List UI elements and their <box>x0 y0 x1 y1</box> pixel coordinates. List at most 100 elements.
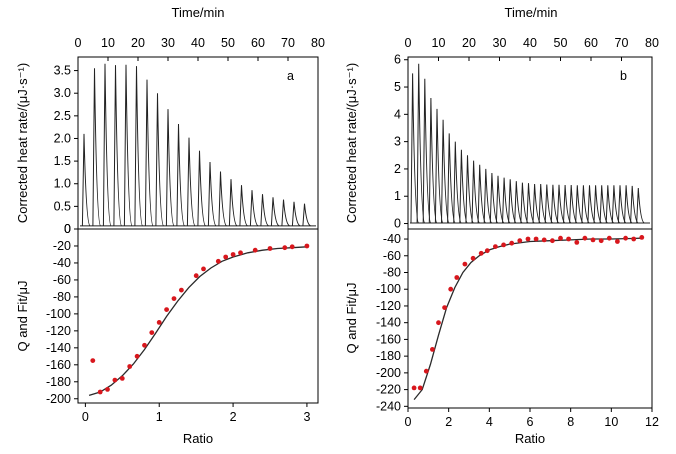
data-point <box>590 237 596 243</box>
time-tick-label: 80 <box>645 36 659 50</box>
thermogram-peak <box>123 64 133 227</box>
thermogram-peak <box>281 199 290 227</box>
binding-isotherm-chart: 0 -20 -40 -60 -80 -100 -120 -140 -160 -180 -200 0 1 2… <box>46 222 310 424</box>
binding-y-tick-label: -20 <box>53 239 71 253</box>
thermogram-y-tick-label: 0.5 <box>54 199 71 213</box>
time-tick-label: 60 <box>251 36 265 50</box>
binding-y-tick-label: -120 <box>376 299 401 313</box>
data-point <box>598 238 604 244</box>
time-tick-label: 20 <box>462 36 476 50</box>
data-point <box>639 235 645 240</box>
data-point <box>215 258 221 264</box>
ratio-axis-label: Ratio <box>183 431 213 446</box>
data-point <box>550 238 555 244</box>
data-point <box>454 275 460 280</box>
data-point <box>615 239 620 244</box>
top-time-ticks: 0 10 20 30 40 50 60 70 80 <box>405 36 659 61</box>
thermogram-peak <box>617 185 627 224</box>
ratio-x-tick-label: 0 <box>82 410 89 424</box>
thermogram-peak <box>113 65 122 227</box>
data-point <box>134 353 140 359</box>
data-point <box>223 254 229 260</box>
binding-y-tick-label: -220 <box>376 383 401 397</box>
thermogram-peak <box>624 185 633 224</box>
binding-y-tick-label: -200 <box>376 366 401 380</box>
binding-y-tick-label: -60 <box>383 249 401 263</box>
thermogram-peak <box>459 149 468 224</box>
data-point <box>267 246 273 251</box>
data-point <box>501 242 506 248</box>
binding-y-tick-label: -80 <box>383 265 401 279</box>
thermogram-peak <box>239 185 248 227</box>
thermogram-y-tick-label: 1.0 <box>54 177 71 191</box>
thermogram-y-tick-label: 2 <box>394 162 401 176</box>
panel-label: a <box>287 69 294 83</box>
thermogram-peak <box>611 185 621 224</box>
binding-y-tick-label: -240 <box>376 399 401 413</box>
data-point <box>462 261 468 267</box>
binding-y-tick-label: -40 <box>383 232 401 246</box>
data-point <box>442 305 447 310</box>
binding-y-tick-label: -180 <box>46 375 71 389</box>
time-tick-label: 30 <box>493 36 507 50</box>
ratio-x-tick-label: 3 <box>303 410 310 424</box>
time-tick-label: 80 <box>311 36 325 50</box>
binding-y-axis-label: Q and Fit/μJ <box>15 280 30 351</box>
thermogram-y-tick-label: 6 <box>394 53 401 67</box>
thermogram-peak <box>471 160 480 224</box>
thermogram-y-tick-label: 4 <box>394 107 401 121</box>
thermogram-peak <box>102 63 112 227</box>
thermogram-peak <box>502 177 511 224</box>
panel-label: b <box>620 69 627 83</box>
data-point <box>533 236 539 242</box>
data-point <box>282 245 288 251</box>
binding-y-tick-label: -140 <box>46 341 71 355</box>
thermogram-peak <box>176 123 185 227</box>
thermogram-peak <box>270 197 280 227</box>
thermogram-y-tick-label: 5 <box>394 80 401 94</box>
data-point <box>430 347 435 352</box>
data-point <box>304 243 310 249</box>
data-point <box>90 358 96 363</box>
data-point <box>149 330 155 335</box>
thermogram-peak <box>81 133 91 227</box>
data-point <box>566 236 571 242</box>
thermogram-peak <box>556 184 566 224</box>
thermogram-peak <box>465 155 474 224</box>
binding-y-tick-label: -200 <box>46 392 71 406</box>
data-point <box>201 266 206 272</box>
data-point <box>582 235 588 241</box>
thermogram-peak <box>165 109 175 227</box>
panel-a: Time/min 0 10 20 30 40 50 60 70 80 00.51.01.52.0… <box>15 5 325 446</box>
ratio-x-tick-label: 1 <box>156 410 163 424</box>
time-tick-label: 10 <box>432 36 446 50</box>
thermogram-peak <box>514 181 523 224</box>
data-point <box>517 238 523 244</box>
thermogram-peak <box>483 168 493 224</box>
thermogram-peak <box>544 184 554 224</box>
thermogram-peak <box>477 164 487 224</box>
time-tick-label: 10 <box>101 36 115 50</box>
data-point <box>179 287 184 293</box>
data-point <box>105 387 110 392</box>
time-tick-label: 70 <box>281 36 295 50</box>
data-point <box>411 385 417 391</box>
data-point <box>484 248 490 254</box>
data-point <box>417 385 423 391</box>
thermogram-peak <box>587 185 596 224</box>
data-point <box>119 376 125 381</box>
data-point <box>238 250 243 256</box>
thermogram-peak <box>228 179 238 227</box>
thermogram-peak <box>599 185 609 224</box>
ratio-x-tick-label: 8 <box>567 415 574 429</box>
top-axis-title: Time/min <box>172 5 225 20</box>
thermogram-peak <box>508 179 517 224</box>
thermogram-peak <box>144 79 154 227</box>
thermogram-y-tick-label: 3 <box>394 135 401 149</box>
thermogram-y-tick-label: 1.5 <box>54 154 71 168</box>
thermogram-peak <box>155 93 164 227</box>
thermogram-y-axis-label: Corrected heat rate/(μJ·s⁻¹) <box>344 63 359 223</box>
binding-y-tick-label: -140 <box>376 316 401 330</box>
ratio-x-tick-label: 2 <box>230 410 237 424</box>
